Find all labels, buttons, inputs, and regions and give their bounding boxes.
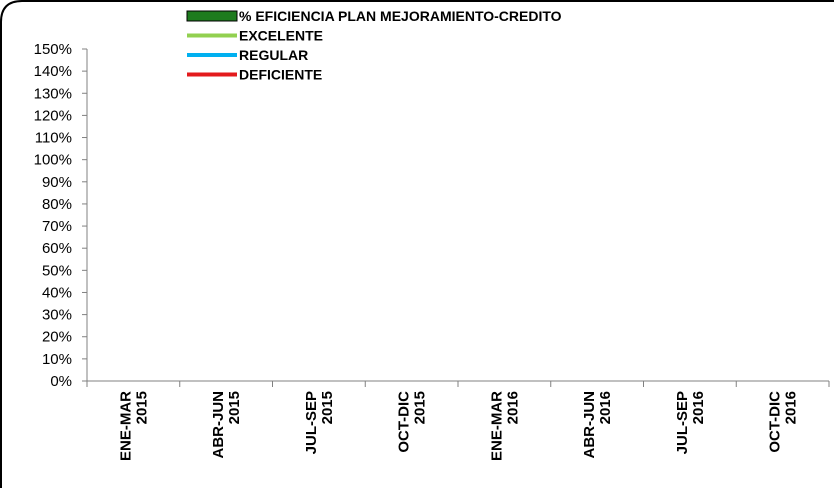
x-tick-label: ENE-MAR 2015 — [117, 391, 150, 461]
x-tick-label-line: 2016 — [504, 391, 521, 424]
y-tick-label: 50% — [42, 262, 72, 279]
y-tick-label: 10% — [42, 351, 72, 368]
x-tick-label: OCT-DIC 2016 — [767, 391, 800, 453]
legend: % EFICIENCIA PLAN MEJORAMIENTO-CREDITO EX… — [186, 8, 562, 83]
x-tick-label-line: OCT-DIC — [767, 391, 784, 453]
legend-item: % EFICIENCIA PLAN MEJORAMIENTO-CREDITO — [186, 8, 562, 24]
y-tick-label: 90% — [42, 174, 72, 191]
legend-item: DEFICIENTE — [187, 67, 322, 83]
legend-label: EXCELENTE — [239, 28, 323, 44]
x-tick-label-line: 2015 — [133, 391, 150, 424]
x-tick-label: ENE-MAR 2016 — [488, 391, 521, 461]
x-tick-label-line: OCT-DIC — [396, 391, 413, 453]
x-tick-label-line: ABR-JUN — [581, 391, 598, 459]
x-tick-label-line: 2015 — [412, 391, 429, 424]
x-tick-label-line: 2016 — [597, 391, 614, 424]
y-tick-label: 150% — [34, 41, 72, 58]
x-tick-label: JUL-SEP 2015 — [303, 391, 336, 454]
legend-label: REGULAR — [239, 47, 308, 63]
legend-label: % EFICIENCIA PLAN MEJORAMIENTO-CREDITO — [239, 8, 562, 24]
x-tick-label-line: 2015 — [319, 391, 336, 424]
x-tick-label-line: 2016 — [783, 391, 800, 424]
x-tick-label-line: JUL-SEP — [674, 391, 691, 454]
y-tick-label: 20% — [42, 329, 72, 346]
y-tick-label: 80% — [42, 196, 72, 213]
x-tick-label: ABR-JUN 2016 — [581, 391, 614, 459]
x-tick-label-line: ENE-MAR — [488, 391, 505, 461]
y-tick-label: 130% — [34, 85, 72, 102]
x-tick-label-line: ENE-MAR — [117, 391, 134, 461]
y-tick-label: 30% — [42, 307, 72, 324]
legend-label: DEFICIENTE — [239, 67, 322, 83]
y-tick-label: 110% — [35, 130, 72, 147]
y-tick-label: 0% — [50, 373, 72, 390]
legend-item: REGULAR — [187, 47, 308, 63]
legend-item: EXCELENTE — [187, 28, 323, 44]
x-tick-label: ABR-JUN 2015 — [210, 391, 243, 459]
y-tick-label: 140% — [34, 63, 72, 80]
y-axis: 0% 10% 20% 30% 40% 50% 60% 70% 80% 90% 100% 110% 120… — [34, 41, 88, 390]
x-tick-label: JUL-SEP 2016 — [674, 391, 707, 454]
legend-swatch-bar — [186, 10, 238, 22]
y-tick-label: 120% — [34, 107, 72, 124]
x-tick-label-line: 2015 — [226, 391, 243, 424]
y-tick-label: 40% — [42, 284, 72, 301]
y-tick-label: 100% — [34, 152, 72, 169]
y-tick-label: 60% — [42, 240, 72, 257]
x-tick-label-line: JUL-SEP — [303, 391, 320, 454]
x-tick-label-line: ABR-JUN — [210, 391, 227, 459]
x-tick-label: OCT-DIC 2015 — [396, 391, 429, 453]
y-tick-label: 70% — [42, 218, 72, 235]
x-tick-label-line: 2016 — [690, 391, 707, 424]
x-axis: ENE-MAR 2015 ABR-JUN 2015 JUL-SEP 2015 OCT-DIC… — [86, 380, 830, 461]
